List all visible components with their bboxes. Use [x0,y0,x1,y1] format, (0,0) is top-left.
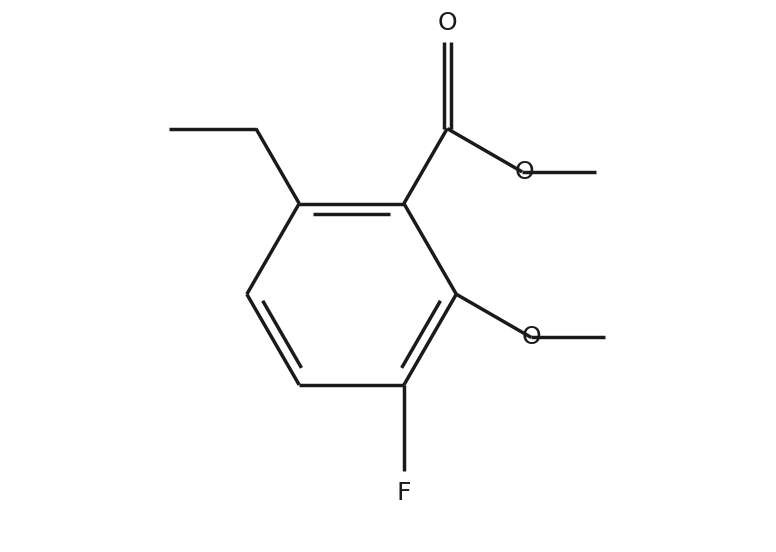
Text: O: O [438,11,457,35]
Text: O: O [521,326,541,349]
Text: O: O [514,160,534,184]
Text: F: F [397,481,411,505]
